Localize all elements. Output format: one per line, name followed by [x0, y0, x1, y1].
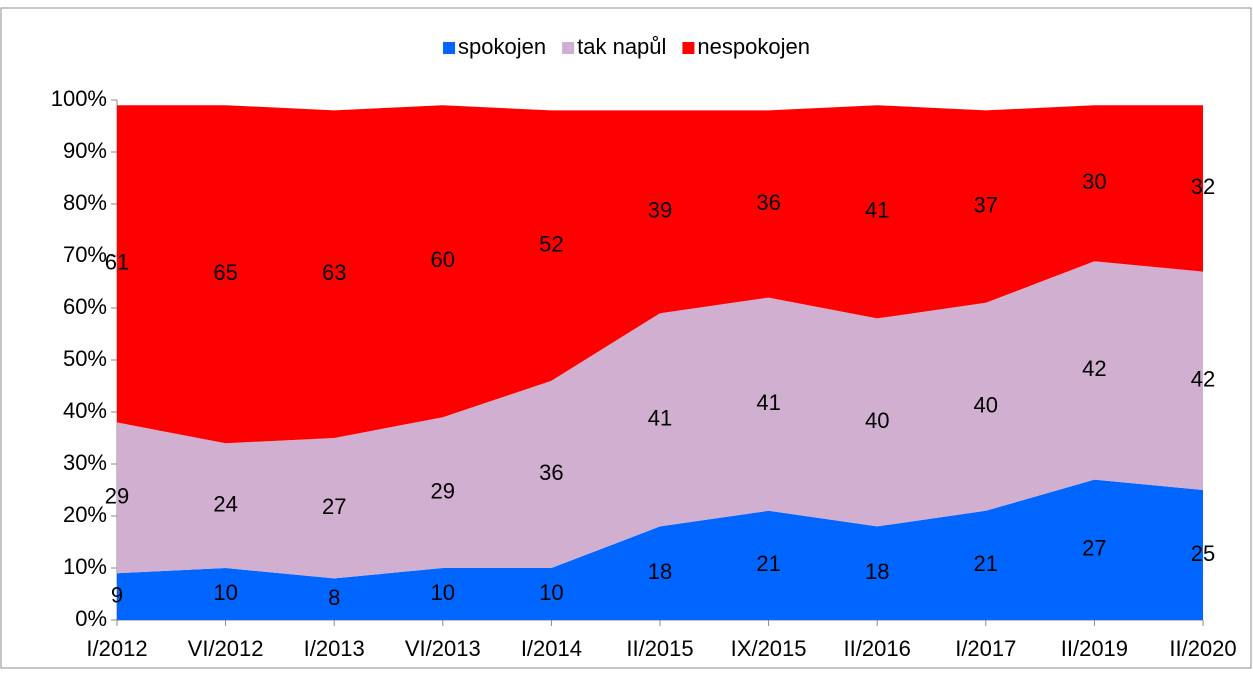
data-label: 18 — [865, 559, 889, 584]
legend-label: tak napůl — [577, 34, 666, 59]
data-label: 60 — [431, 247, 455, 272]
y-tick-label: 40% — [63, 398, 107, 423]
x-tick-label: I/2013 — [304, 636, 365, 661]
x-tick-label: VI/2013 — [405, 636, 481, 661]
data-label: 25 — [1191, 541, 1215, 566]
data-label: 41 — [865, 198, 889, 223]
legend-swatch — [562, 42, 575, 54]
x-tick-label: I/2012 — [86, 636, 147, 661]
data-label: 42 — [1191, 367, 1215, 392]
x-tick-label: I/2017 — [955, 636, 1016, 661]
y-tick-label: 0% — [75, 606, 107, 631]
data-label: 8 — [328, 585, 340, 610]
x-tick-label: II/2020 — [1169, 636, 1236, 661]
data-label: 40 — [974, 393, 998, 418]
data-label: 37 — [974, 192, 998, 217]
data-label: 21 — [756, 551, 780, 576]
data-label: 10 — [539, 580, 563, 605]
data-label: 42 — [1082, 356, 1106, 381]
legend-item: spokojen — [443, 34, 546, 59]
data-label: 32 — [1191, 174, 1215, 199]
legend-item: tak napůl — [562, 34, 666, 59]
data-label: 24 — [213, 491, 237, 516]
legend-swatch — [443, 42, 456, 54]
y-tick-label: 70% — [63, 242, 107, 267]
data-label: 36 — [756, 190, 780, 215]
data-label: 41 — [648, 406, 672, 431]
y-tick-label: 30% — [63, 450, 107, 475]
area — [117, 261, 1203, 579]
data-label: 41 — [756, 390, 780, 415]
data-label: 36 — [539, 460, 563, 485]
data-label: 40 — [865, 408, 889, 433]
y-tick-label: 10% — [63, 554, 107, 579]
data-label: 10 — [213, 580, 237, 605]
y-tick-label: 90% — [63, 138, 107, 163]
data-label: 29 — [431, 478, 455, 503]
area — [117, 105, 1203, 444]
legend-swatch — [682, 42, 695, 54]
data-label: 63 — [322, 260, 346, 285]
x-tick-label: II/2015 — [626, 636, 693, 661]
x-tick-label: VI/2012 — [188, 636, 264, 661]
data-label: 10 — [431, 580, 455, 605]
y-tick-label: 20% — [63, 502, 107, 527]
x-tick-label: IX/2015 — [731, 636, 807, 661]
data-label: 21 — [974, 551, 998, 576]
x-tick-label: II/2016 — [844, 636, 911, 661]
legend-label: nespokojen — [697, 34, 810, 59]
x-tick-label: I/2014 — [521, 636, 582, 661]
data-label: 30 — [1082, 169, 1106, 194]
data-label: 27 — [322, 494, 346, 519]
area — [117, 479, 1203, 620]
data-label: 18 — [648, 559, 672, 584]
data-label: 52 — [539, 231, 563, 256]
x-tick-label: II/2019 — [1061, 636, 1128, 661]
data-label: 29 — [105, 484, 129, 509]
data-label: 39 — [648, 198, 672, 223]
data-label: 9 — [111, 582, 123, 607]
legend-label: spokojen — [458, 34, 546, 59]
data-label: 61 — [105, 250, 129, 275]
data-label: 65 — [213, 260, 237, 285]
legend-item: nespokojen — [682, 34, 810, 59]
y-tick-label: 80% — [63, 190, 107, 215]
y-tick-label: 100% — [51, 86, 107, 111]
data-label: 27 — [1082, 536, 1106, 561]
y-tick-label: 60% — [63, 294, 107, 319]
y-tick-label: 50% — [63, 346, 107, 371]
